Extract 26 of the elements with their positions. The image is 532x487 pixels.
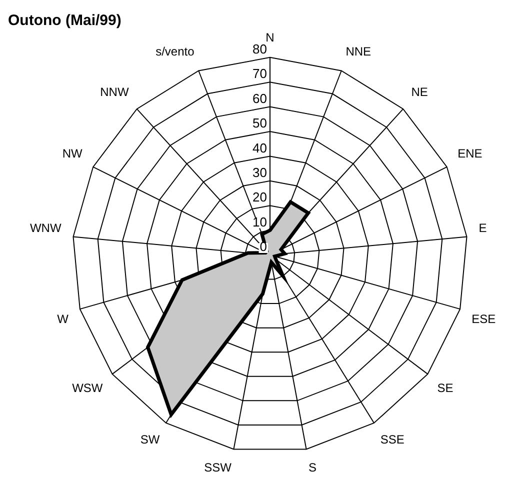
spoke-label: NNW bbox=[100, 85, 130, 100]
spoke-label: NW bbox=[62, 146, 84, 161]
spoke-label: SE bbox=[437, 380, 454, 395]
spoke-label: NE bbox=[411, 85, 428, 100]
y-tick-label: 80 bbox=[252, 41, 267, 56]
spoke-label: W bbox=[57, 312, 70, 326]
spoke-label: SSE bbox=[380, 432, 404, 447]
spoke-label: ENE bbox=[458, 146, 482, 161]
spoke-label: ESE bbox=[472, 312, 496, 326]
spoke-label: WNW bbox=[30, 220, 62, 235]
spoke-label: WSW bbox=[72, 380, 104, 395]
spoke-label: s/vento bbox=[156, 44, 195, 59]
spoke-label: N bbox=[266, 30, 274, 45]
spoke-label: NNE bbox=[346, 44, 372, 59]
spoke-label: E bbox=[478, 220, 487, 235]
y-tick-label: 50 bbox=[252, 116, 267, 131]
spoke-label: S bbox=[308, 460, 317, 475]
spoke-label: SSW bbox=[204, 460, 232, 475]
y-tick-label: 10 bbox=[252, 214, 267, 230]
chart-title: Outono (Mai/99) bbox=[8, 12, 122, 30]
y-tick-label: 60 bbox=[252, 90, 267, 106]
y-tick-label: 20 bbox=[252, 190, 267, 205]
y-tick-label: 40 bbox=[252, 140, 267, 156]
spoke-label: SW bbox=[140, 432, 160, 447]
y-tick-label: 70 bbox=[252, 66, 267, 82]
y-tick-label: 30 bbox=[252, 164, 267, 180]
